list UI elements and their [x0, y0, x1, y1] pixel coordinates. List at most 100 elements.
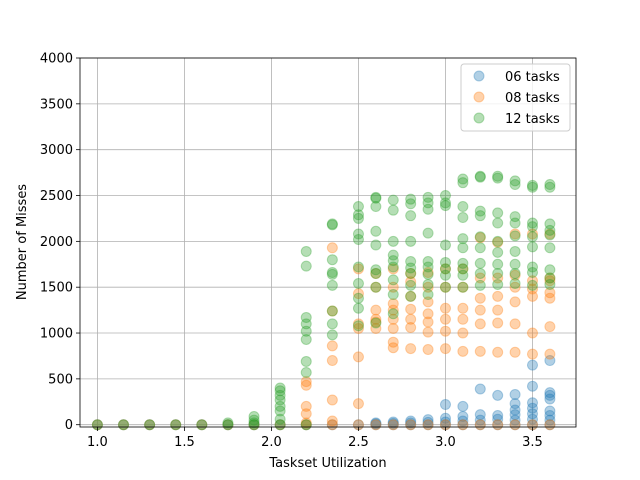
data-point: [300, 366, 312, 378]
data-point: [352, 261, 364, 273]
y-tick-label: 3500: [40, 97, 73, 112]
data-point: [118, 419, 130, 431]
data-point: [544, 229, 556, 241]
data-point: [274, 385, 286, 397]
data-point: [474, 318, 486, 330]
data-point: [474, 242, 486, 254]
legend: 06 tasks 08 tasks 12 tasks: [460, 63, 571, 132]
data-point: [370, 267, 382, 279]
data-point: [326, 340, 338, 352]
axis-ticks: 1.0 1.5 2.0 2.5 3.0 3.5 0 500 1000 1500 2000 2500 30…: [40, 52, 543, 451]
data-point: [509, 398, 521, 410]
data-point: [422, 256, 434, 268]
data-point: [326, 242, 338, 254]
data-point: [526, 181, 538, 193]
data-point: [439, 281, 451, 293]
data-point: [387, 255, 399, 267]
data-point: [326, 279, 338, 291]
data-point: [492, 413, 504, 425]
data-point: [526, 267, 538, 279]
data-point: [300, 318, 312, 330]
data-point: [352, 201, 364, 213]
data-points: [91, 170, 556, 431]
data-point: [474, 171, 486, 183]
data-point: [422, 296, 434, 308]
data-point: [474, 272, 486, 284]
data-point: [370, 267, 382, 279]
data-point: [492, 207, 504, 219]
data-point: [439, 263, 451, 275]
data-point: [474, 292, 486, 304]
data-point: [370, 281, 382, 293]
data-point: [352, 318, 364, 330]
data-point: [526, 228, 538, 240]
data-point: [370, 201, 382, 213]
data-point: [474, 409, 486, 421]
data-point: [370, 239, 382, 251]
data-point: [300, 376, 312, 388]
data-point: [457, 242, 469, 254]
data-point: [370, 192, 382, 204]
data-point: [387, 261, 399, 273]
data-point: [544, 272, 556, 284]
data-point: [544, 405, 556, 417]
y-tick-label: 1000: [40, 327, 73, 342]
data-point: [544, 348, 556, 360]
data-point: [405, 262, 417, 274]
data-point: [300, 333, 312, 345]
data-point: [439, 197, 451, 209]
data-point: [526, 241, 538, 253]
data-point: [300, 311, 312, 323]
y-tick-label: 4000: [40, 52, 73, 67]
data-point: [492, 258, 504, 270]
data-point: [439, 281, 451, 293]
data-point: [544, 242, 556, 254]
data-point: [439, 239, 451, 251]
data-point: [457, 415, 469, 427]
data-point: [248, 414, 260, 426]
data-point: [474, 267, 486, 279]
data-point: [526, 327, 538, 339]
data-point: [526, 279, 538, 291]
data-point: [422, 416, 434, 428]
data-point: [439, 256, 451, 268]
data-point: [457, 257, 469, 269]
data-point: [326, 355, 338, 367]
data-point: [370, 264, 382, 276]
data-point: [544, 272, 556, 284]
data-point: [457, 212, 469, 224]
data-point: [387, 235, 399, 247]
y-tick-label: 0: [65, 418, 73, 433]
data-point: [422, 203, 434, 215]
data-point: [457, 233, 469, 245]
legend-marker-12-tasks: [473, 112, 485, 124]
data-point: [370, 225, 382, 237]
data-point: [422, 344, 434, 356]
legend-label-12-tasks: 12 tasks: [505, 112, 560, 127]
data-point: [422, 191, 434, 203]
data-point: [457, 281, 469, 293]
data-point: [405, 279, 417, 291]
data-point: [457, 327, 469, 339]
data-point: [300, 379, 312, 391]
data-point: [300, 325, 312, 337]
data-point: [352, 234, 364, 246]
data-point: [439, 302, 451, 314]
data-point: [544, 275, 556, 287]
data-point: [544, 287, 556, 299]
data-point: [492, 290, 504, 302]
data-point: [422, 414, 434, 426]
data-point: [526, 179, 538, 191]
data-point: [352, 209, 364, 221]
data-point: [405, 235, 417, 247]
data-point: [387, 417, 399, 429]
data-point: [439, 325, 451, 337]
y-axis-label: Number of Misses: [15, 184, 30, 300]
data-point: [439, 343, 451, 355]
data-point: [509, 217, 521, 229]
x-axis-label: Taskset Utilization: [268, 456, 386, 471]
data-point: [544, 410, 556, 422]
data-point: [457, 263, 469, 275]
data-point: [526, 283, 538, 295]
data-point: [387, 313, 399, 325]
